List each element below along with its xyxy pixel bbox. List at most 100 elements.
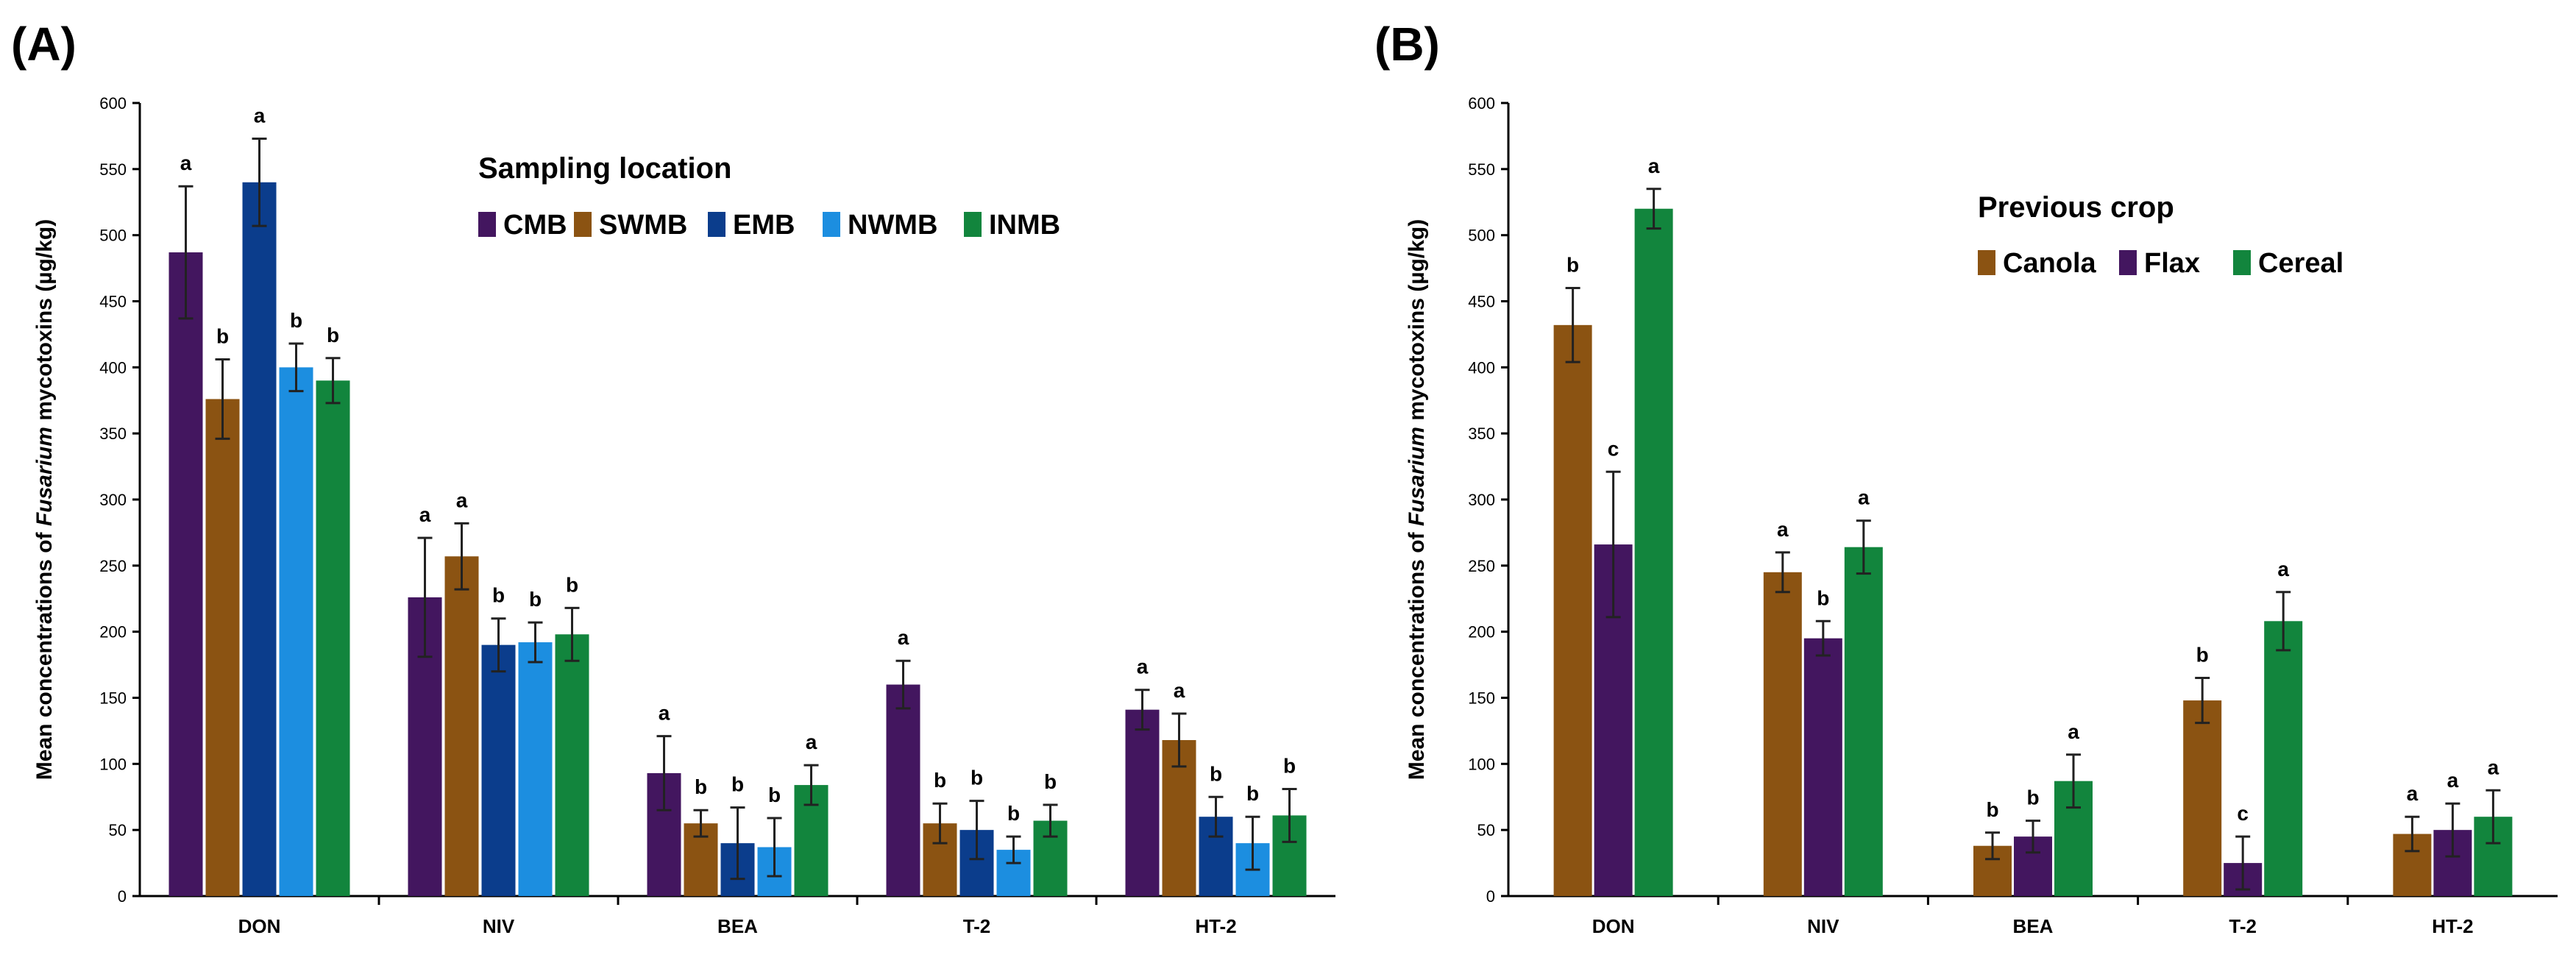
bar-nwmb-niv — [518, 642, 553, 896]
y-tick-label: 400 — [1468, 358, 1495, 377]
significance-label: b — [1044, 770, 1057, 793]
bar-cereal-t-2 — [2264, 621, 2303, 896]
significance-label: b — [934, 769, 946, 792]
legend-entry: NWMB — [848, 210, 937, 241]
significance-label: a — [1648, 154, 1660, 177]
y-axis-label-suffix: mycotoxins (µg/kg) — [1405, 219, 1429, 427]
y-tick-label: 300 — [1468, 491, 1495, 509]
y-tick-label: 100 — [1468, 755, 1495, 773]
bar-emb-niv — [481, 644, 516, 896]
significance-label: b — [2026, 786, 2039, 809]
bar-nwmb-don — [279, 367, 313, 896]
y-tick-label: 300 — [99, 491, 127, 509]
bar-flax-niv — [1803, 638, 1842, 896]
panel-label: (B) — [1374, 18, 1440, 71]
significance-label: a — [806, 731, 817, 753]
y-axis-label-prefix: Mean concentrations of — [1405, 526, 1429, 780]
significance-label: b — [529, 588, 542, 611]
significance-label: a — [659, 702, 670, 725]
significance-label: a — [456, 488, 468, 511]
bar-canola-don — [1553, 324, 1592, 897]
y-axis-label-italic: Fusarium — [32, 427, 57, 526]
bar-inmb-don — [316, 380, 350, 896]
y-tick-label: 350 — [99, 424, 127, 443]
significance-label: a — [2407, 782, 2419, 805]
y-tick-label: 150 — [1468, 689, 1495, 708]
significance-label: b — [695, 775, 707, 798]
x-category-label: DON — [238, 915, 281, 937]
legend-swatch-flax — [2119, 250, 2137, 275]
bar-cereal-niv — [1844, 547, 1883, 896]
y-axis-label: Mean concentrations of Fusarium mycotoxi… — [1405, 219, 1429, 780]
legend-swatch-cereal — [2233, 250, 2251, 275]
y-tick-label: 550 — [1468, 160, 1495, 179]
chart-panel-a: (A) Mean concentrations of Fusarium mycot… — [11, 18, 1335, 937]
legend-entry: EMB — [733, 210, 795, 241]
significance-label: b — [1283, 754, 1296, 777]
bar-swmb-don — [205, 399, 240, 896]
bar-canola-t-2 — [2183, 700, 2222, 896]
legend-title: Sampling location — [478, 152, 731, 185]
legend-entry: Flax — [2144, 248, 2200, 279]
x-category-label: NIV — [483, 915, 515, 937]
significance-label: a — [180, 152, 192, 174]
significance-label: b — [971, 767, 983, 789]
significance-label: b — [566, 573, 578, 596]
significance-label: a — [2447, 769, 2459, 792]
y-tick-label: 50 — [109, 821, 127, 839]
y-tick-label: 100 — [99, 755, 127, 773]
x-category-label: DON — [1592, 915, 1635, 937]
y-axis-label-prefix: Mean concentrations of — [32, 526, 57, 780]
significance-label: b — [1007, 802, 1020, 825]
panel-label: (A) — [11, 18, 77, 71]
significance-label: a — [1858, 486, 1870, 509]
significance-label: b — [290, 309, 302, 332]
significance-label: b — [492, 584, 505, 607]
bar-cmb-don — [168, 252, 203, 897]
y-tick-label: 250 — [1468, 557, 1495, 575]
legend-entry: Cereal — [2258, 248, 2343, 279]
legend-title: Previous crop — [1978, 191, 2174, 224]
significance-label: b — [327, 324, 339, 347]
significance-label: a — [898, 626, 909, 649]
y-tick-label: 500 — [99, 227, 127, 245]
bar-cmb-t-2 — [886, 684, 920, 896]
x-category-label: HT-2 — [1195, 915, 1236, 937]
y-tick-label: 200 — [1468, 623, 1495, 642]
y-axis-label-suffix: mycotoxins (µg/kg) — [32, 219, 57, 427]
y-tick-label: 450 — [1468, 293, 1495, 311]
significance-label: c — [2237, 802, 2249, 825]
y-tick-label: 0 — [1486, 887, 1495, 906]
legend-entry: SWMB — [599, 210, 687, 241]
bar-cmb-ht-2 — [1125, 709, 1160, 896]
significance-label: a — [254, 104, 266, 127]
significance-label: a — [1137, 655, 1149, 678]
x-category-label: T-2 — [2229, 915, 2257, 937]
significance-label: b — [768, 783, 781, 806]
y-tick-label: 550 — [99, 160, 127, 179]
legend-swatch-cmb — [478, 212, 496, 237]
x-category-label: BEA — [717, 915, 758, 937]
significance-label: b — [216, 325, 229, 348]
y-tick-label: 600 — [99, 94, 127, 113]
y-tick-label: 250 — [99, 557, 127, 575]
significance-label: b — [1246, 782, 1259, 805]
x-category-label: HT-2 — [2432, 915, 2473, 937]
significance-label: a — [419, 503, 431, 526]
y-axis-label: Mean concentrations of Fusarium mycotoxi… — [32, 219, 57, 780]
bar-emb-don — [242, 182, 277, 897]
significance-label: c — [1608, 437, 1619, 460]
significance-label: a — [1174, 679, 1185, 702]
significance-label: a — [2068, 720, 2079, 743]
legend-swatch-inmb — [964, 212, 982, 237]
y-tick-label: 50 — [1477, 821, 1495, 839]
y-tick-label: 450 — [99, 293, 127, 311]
chart-panel-b: (B) Mean concentrations of Fusarium mycot… — [1374, 18, 2558, 937]
significance-label: b — [1986, 798, 1998, 821]
x-category-label: BEA — [2013, 915, 2054, 937]
bar-inmb-niv — [555, 634, 589, 896]
bar-swmb-niv — [444, 556, 479, 896]
legend-swatch-swmb — [574, 212, 592, 237]
x-category-label: T-2 — [963, 915, 991, 937]
